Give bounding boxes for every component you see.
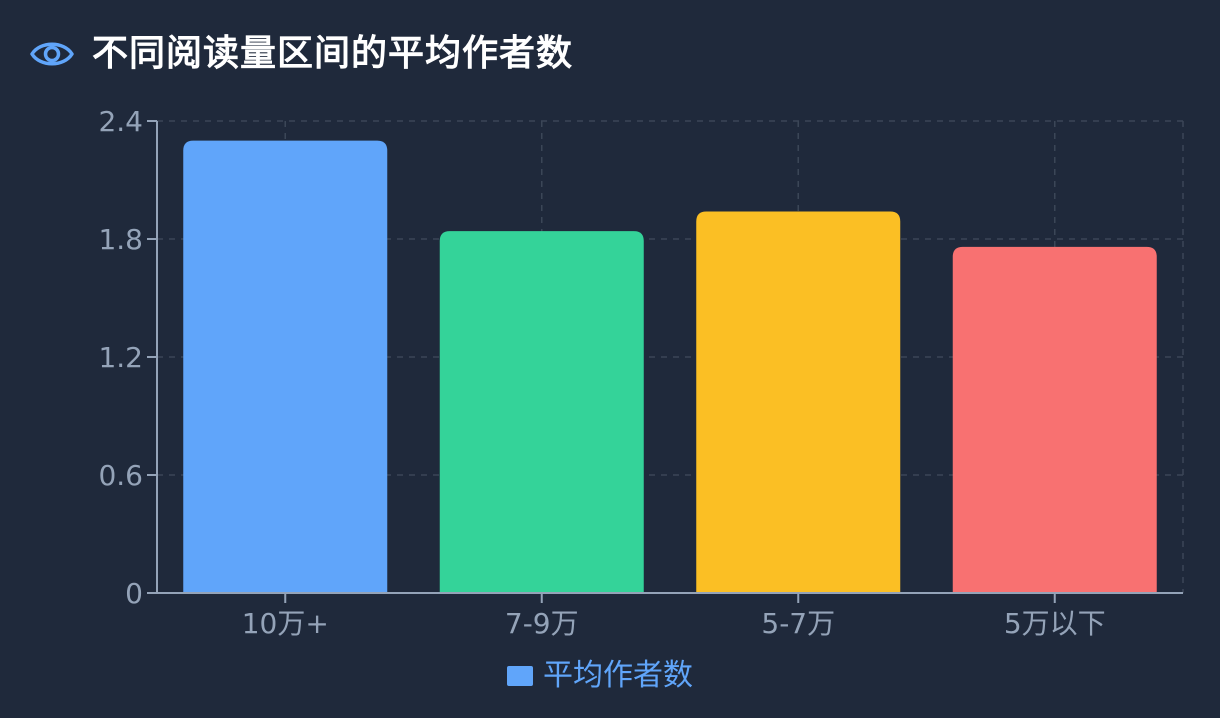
x-tick-label: 7-9万 xyxy=(505,607,579,640)
bar xyxy=(952,246,1157,593)
legend-swatch xyxy=(507,666,533,686)
legend-label: 平均作者数 xyxy=(543,658,693,693)
bar xyxy=(696,211,901,593)
y-tick-label: 0.6 xyxy=(98,459,143,492)
bar xyxy=(183,140,388,593)
y-tick-label: 2.4 xyxy=(98,105,143,138)
chart-header: 不同阅读量区间的平均作者数 xyxy=(30,30,573,78)
x-tick-label: 10万+ xyxy=(242,607,329,640)
bar xyxy=(439,231,644,593)
chart-title: 不同阅读量区间的平均作者数 xyxy=(92,33,574,74)
legend[interactable]: 平均作者数 xyxy=(0,656,1200,696)
y-tick-label: 0 xyxy=(125,577,143,610)
x-tick-label: 5-7万 xyxy=(761,607,835,640)
y-tick-label: 1.2 xyxy=(98,341,143,374)
y-tick-label: 1.8 xyxy=(98,223,143,256)
eye-icon xyxy=(30,39,74,69)
x-tick-label: 5万以下 xyxy=(1004,607,1106,640)
